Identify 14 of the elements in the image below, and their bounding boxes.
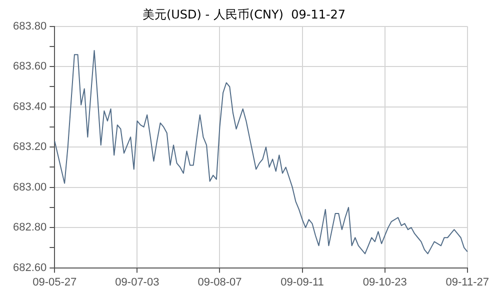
chart-title: 美元(USD) - 人民币(CNY) 09-11-27: [142, 7, 346, 22]
x-tick-label: 09-09-11: [280, 276, 324, 288]
y-tick-label: 683.40: [12, 100, 47, 113]
y-tick-label: 683.00: [12, 181, 47, 194]
y-tick-label: 682.60: [12, 262, 47, 274]
x-tick-label: 09-11-27: [446, 276, 489, 288]
x-tick-label: 09-05-27: [32, 276, 77, 288]
y-tick-label: 683.20: [12, 141, 47, 154]
y-tick-label: 683.60: [12, 60, 47, 73]
x-tick-label: 09-08-07: [198, 276, 242, 288]
x-tick-label: 09-10-23: [362, 276, 407, 288]
x-tick-label: 09-07-03: [115, 276, 160, 288]
y-tick-label: 683.80: [12, 20, 47, 32]
y-tick-label: 682.80: [12, 222, 47, 234]
